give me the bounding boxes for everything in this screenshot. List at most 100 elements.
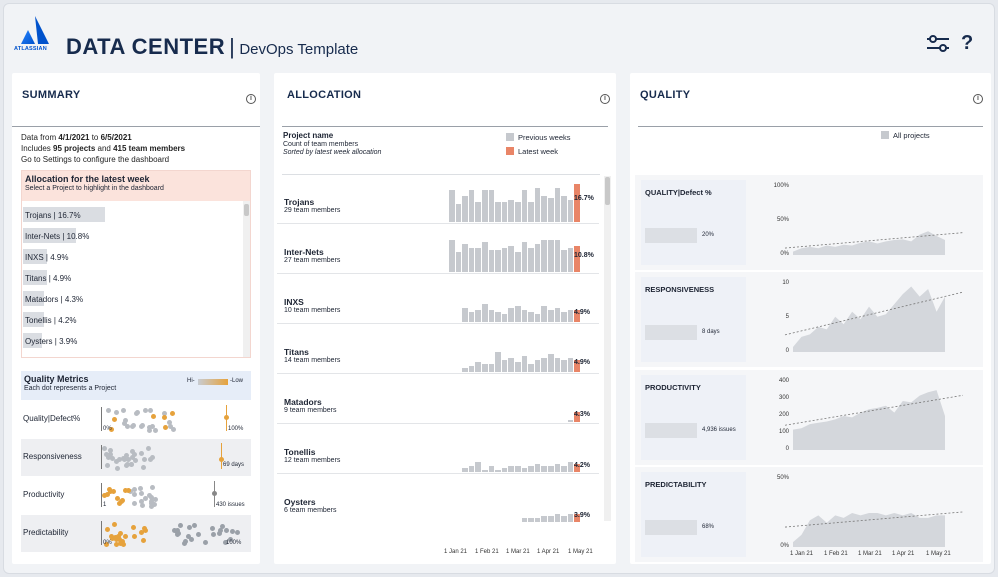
latest-week-bar[interactable] (574, 464, 580, 472)
week-bar[interactable] (468, 312, 475, 322)
project-dot[interactable] (150, 424, 156, 430)
project-dot[interactable] (131, 491, 137, 497)
quality-metric-row[interactable]: Responsiveness 69 days (21, 439, 251, 476)
week-bar[interactable] (482, 304, 488, 322)
week-bar[interactable] (521, 356, 528, 372)
week-bar[interactable] (541, 306, 547, 322)
project-dot[interactable] (162, 415, 168, 421)
week-bar[interactable] (548, 198, 554, 222)
project-dot[interactable] (130, 424, 136, 430)
project-dot[interactable] (122, 417, 128, 423)
project-dot[interactable] (230, 528, 236, 534)
project-dot[interactable] (139, 451, 145, 457)
project-dot[interactable] (132, 457, 138, 463)
project-dot[interactable] (120, 498, 125, 504)
week-bar[interactable] (561, 466, 567, 472)
week-bar[interactable] (495, 312, 501, 322)
week-bar[interactable] (462, 368, 468, 372)
project-dot[interactable] (116, 500, 122, 506)
week-bar[interactable] (475, 248, 481, 272)
week-bar[interactable] (501, 202, 508, 222)
week-bar[interactable] (534, 518, 541, 522)
allocation-list-item[interactable]: Matadors | 4.3% (22, 288, 250, 309)
project-dot[interactable] (122, 456, 128, 462)
project-dot[interactable] (132, 533, 138, 539)
allocation-list-item[interactable]: Oysters | 3.9% (22, 330, 250, 351)
latest-week-bar[interactable] (574, 310, 580, 322)
week-bar[interactable] (495, 202, 501, 222)
project-dot[interactable] (122, 534, 128, 540)
week-bar[interactable] (561, 196, 567, 222)
project-dot[interactable] (147, 427, 153, 433)
week-bar[interactable] (488, 364, 495, 372)
week-bar[interactable] (541, 196, 547, 222)
project-dot[interactable] (116, 536, 122, 542)
week-bar[interactable] (541, 466, 547, 472)
project-dot[interactable] (168, 423, 174, 429)
week-bar[interactable] (528, 312, 534, 322)
week-bar[interactable] (482, 364, 488, 372)
week-bar[interactable] (508, 466, 514, 472)
project-dot[interactable] (110, 455, 116, 461)
week-bar[interactable] (567, 310, 574, 322)
project-dot[interactable] (142, 408, 148, 414)
project-dot[interactable] (106, 455, 112, 461)
project-dot[interactable] (167, 420, 172, 426)
project-dot[interactable] (186, 533, 192, 539)
project-dot[interactable] (124, 453, 130, 459)
project-dot[interactable] (141, 464, 147, 470)
scrollbar[interactable] (243, 201, 250, 357)
project-dot[interactable] (135, 410, 141, 416)
latest-week-bar[interactable] (574, 360, 580, 372)
project-dot[interactable] (220, 524, 226, 530)
week-bar[interactable] (541, 358, 547, 372)
week-bar[interactable] (561, 360, 567, 372)
week-bar[interactable] (455, 252, 462, 272)
project-dot[interactable] (223, 540, 229, 546)
project-row[interactable]: INXS 10 team members 4.9% (277, 274, 599, 324)
project-dot[interactable] (113, 409, 119, 415)
week-bar[interactable] (521, 518, 528, 522)
week-bar[interactable] (528, 248, 534, 272)
info-icon[interactable]: i (246, 94, 256, 104)
week-bar[interactable] (534, 244, 541, 272)
week-bar[interactable] (515, 306, 521, 322)
week-bar[interactable] (534, 464, 541, 472)
week-bar[interactable] (548, 310, 554, 322)
week-bar[interactable] (462, 196, 468, 222)
week-bar[interactable] (548, 516, 554, 522)
week-bar[interactable] (508, 246, 514, 272)
project-dot[interactable] (114, 466, 120, 472)
project-dot[interactable] (202, 540, 208, 546)
project-dot[interactable] (107, 488, 113, 494)
week-bar[interactable] (515, 252, 521, 272)
week-bar[interactable] (521, 242, 528, 272)
week-bar[interactable] (488, 310, 495, 322)
project-dot[interactable] (117, 530, 123, 536)
project-dot[interactable] (111, 521, 117, 527)
project-dot[interactable] (139, 529, 145, 535)
project-dot[interactable] (113, 459, 119, 465)
quality-metric-row[interactable]: Predictability 0% 100% (21, 515, 251, 552)
week-bar[interactable] (554, 240, 561, 272)
week-bar[interactable] (462, 244, 468, 272)
week-bar[interactable] (567, 462, 574, 472)
week-bar[interactable] (501, 248, 508, 272)
project-dot[interactable] (210, 531, 216, 537)
info-icon[interactable]: i (973, 94, 983, 104)
project-dot[interactable] (149, 485, 155, 491)
project-dot[interactable] (109, 426, 115, 432)
project-dot[interactable] (105, 463, 111, 469)
project-dot[interactable] (125, 457, 131, 463)
project-dot[interactable] (189, 537, 195, 543)
project-dot[interactable] (150, 414, 156, 420)
week-bar[interactable] (495, 250, 501, 272)
project-dot[interactable] (162, 411, 168, 417)
project-dot[interactable] (195, 532, 201, 538)
project-dot[interactable] (217, 528, 223, 534)
project-dot[interactable] (122, 421, 128, 427)
week-bar[interactable] (528, 202, 534, 222)
week-bar[interactable] (528, 466, 534, 472)
project-dot[interactable] (182, 539, 188, 545)
week-bar[interactable] (462, 308, 468, 322)
